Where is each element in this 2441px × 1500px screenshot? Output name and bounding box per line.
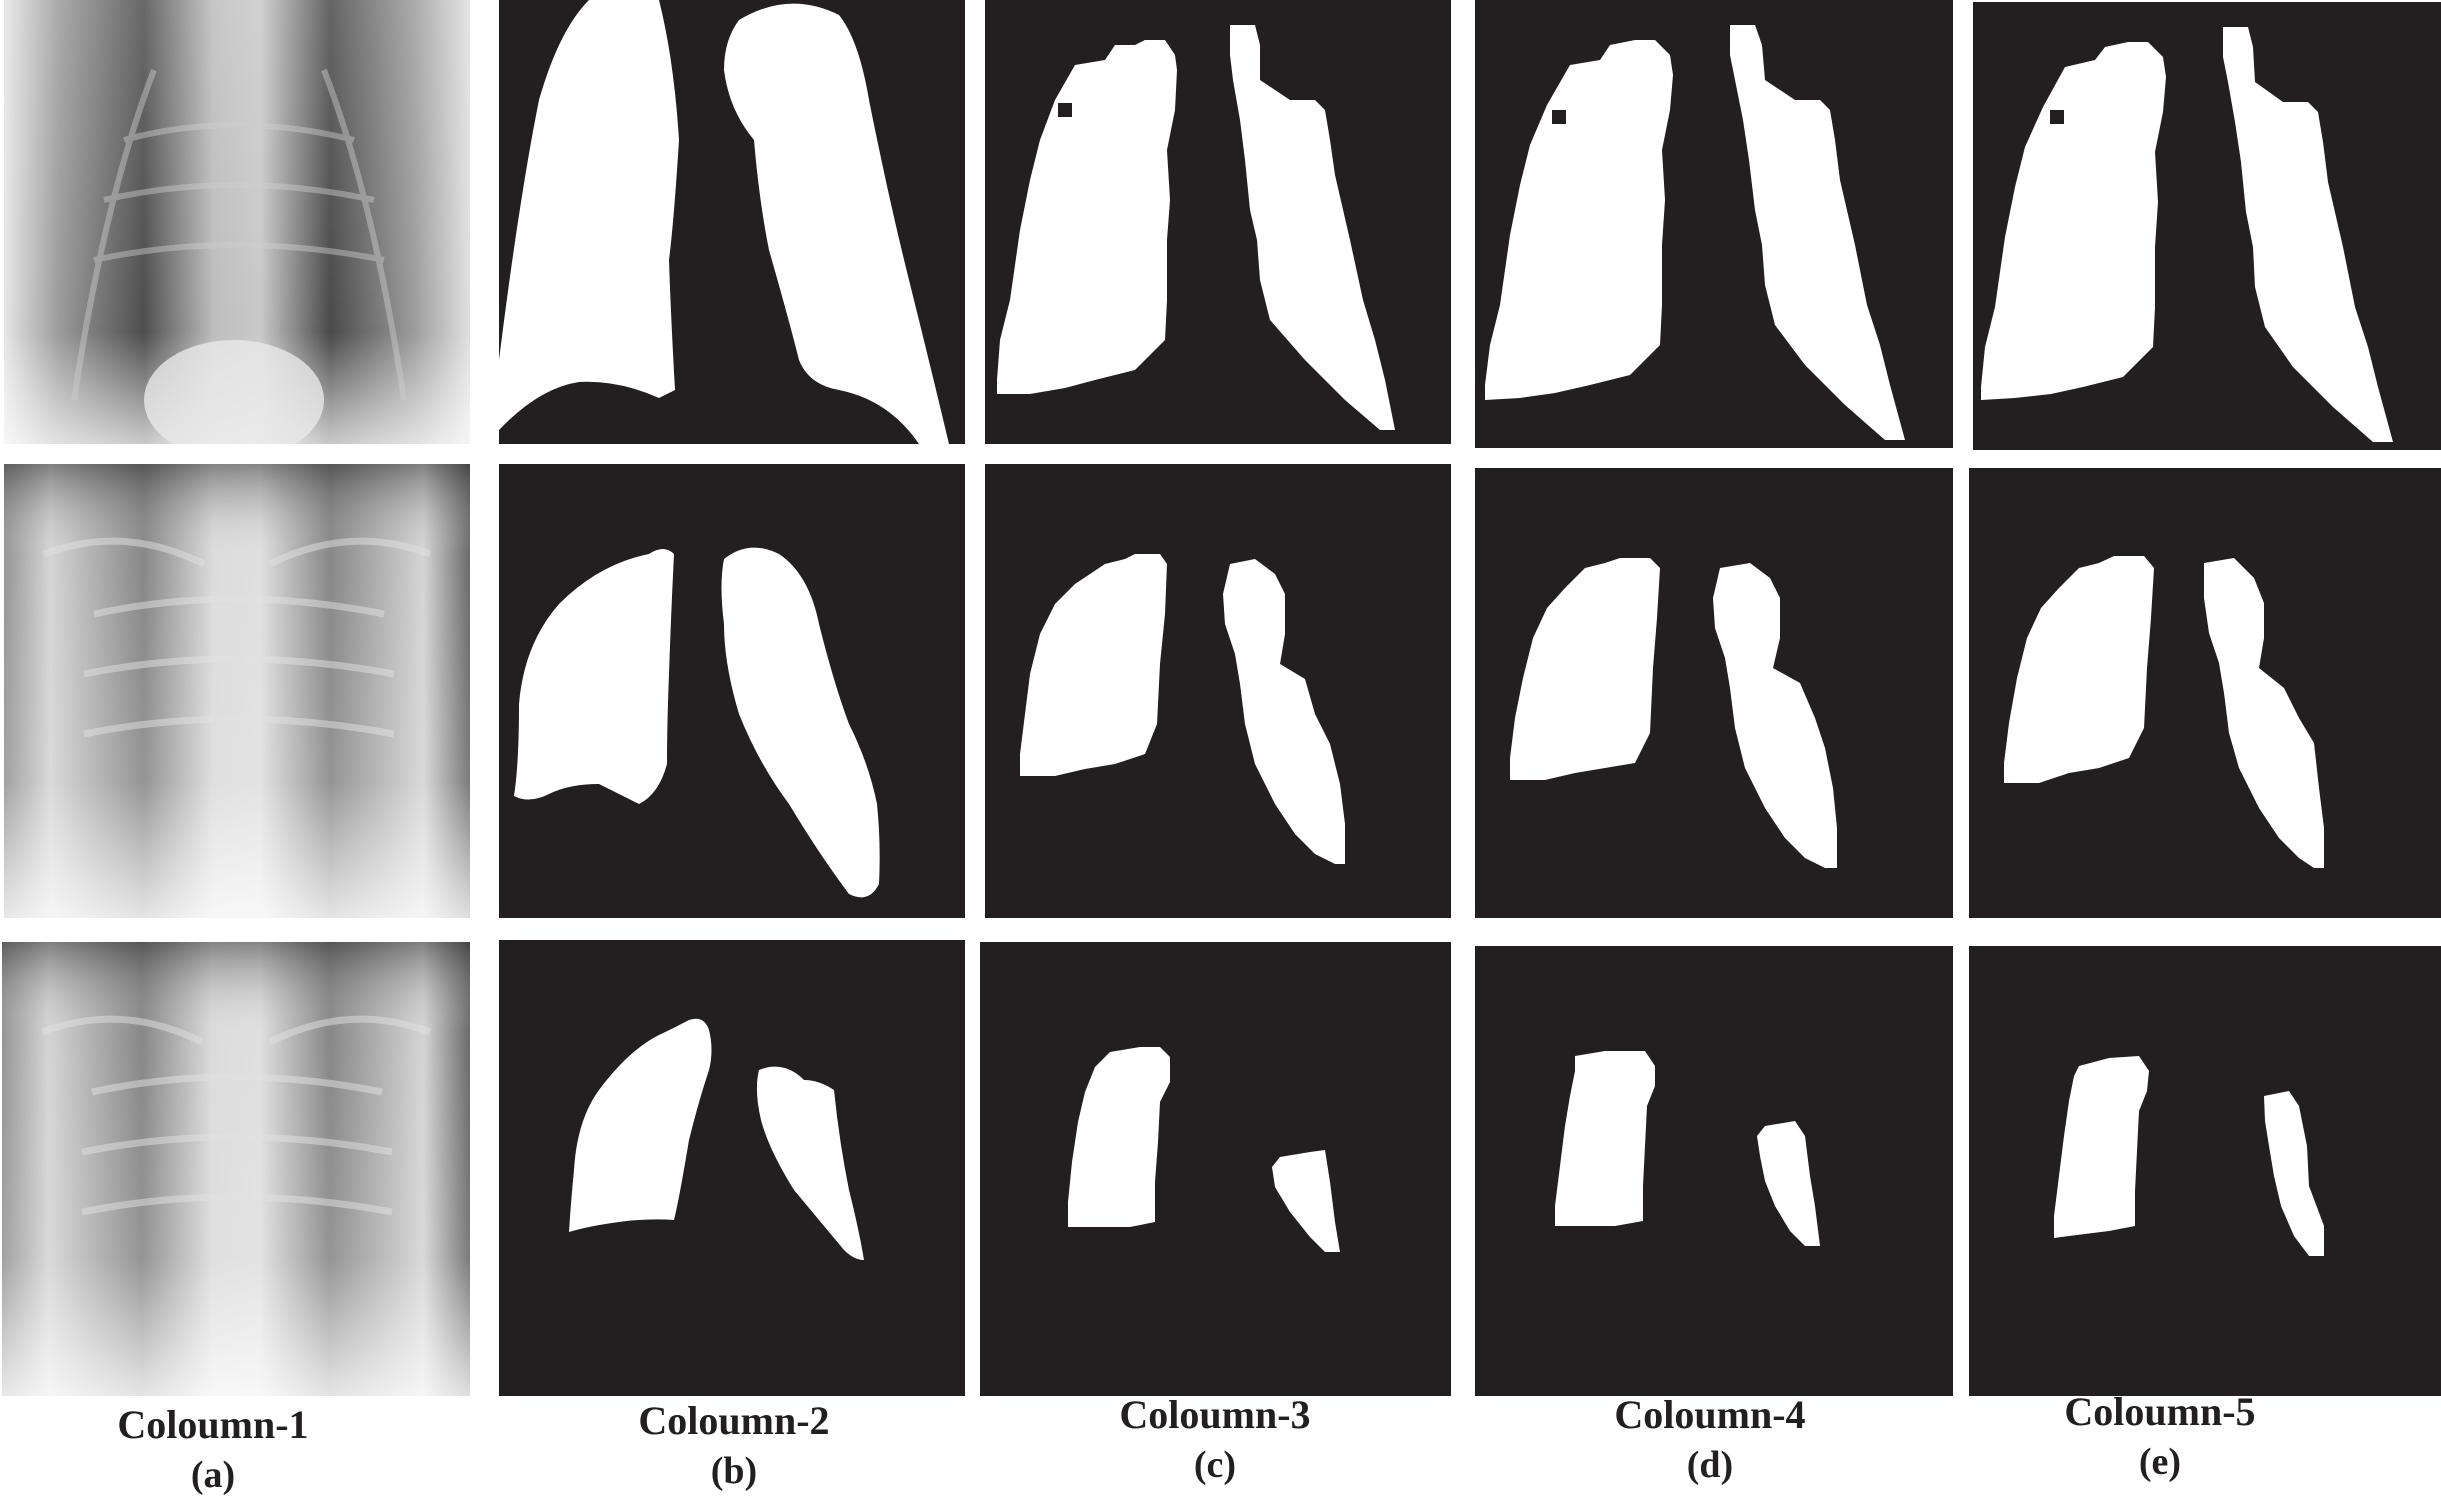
- xray-row-1: [4, 0, 470, 444]
- ground-truth-mask-row-1: [499, 0, 965, 444]
- predicted-mask-c-row-1: [985, 0, 1451, 444]
- predicted-mask-d-row-3: [1475, 946, 1953, 1396]
- column-title: Coloumn-1: [117, 1402, 309, 1447]
- lung-mask: [1020, 554, 1345, 864]
- panel-label: (a): [190, 1454, 236, 1496]
- lung-mask: [997, 25, 1395, 430]
- lung-mask: [1068, 1047, 1340, 1252]
- panel-label: (d): [1686, 1444, 1734, 1486]
- lung-mask: [514, 547, 880, 898]
- caption-column-4: Coloumn-4 (d): [1500, 1390, 1920, 1490]
- xray-row-3: [2, 942, 470, 1396]
- panel-label: (c): [1193, 1444, 1237, 1486]
- xray-row-2: [4, 464, 470, 918]
- chest-xray-image: [2, 942, 470, 1396]
- lung-mask: [1981, 27, 2393, 442]
- column-title: Coloumn-4: [1614, 1392, 1806, 1437]
- lung-mask: [1485, 25, 1905, 440]
- predicted-mask-e-row-3: [1969, 946, 2441, 1396]
- lung-mask: [569, 1018, 864, 1260]
- ground-truth-mask-row-3: [499, 940, 965, 1396]
- panel-label: (e): [2138, 1441, 2182, 1483]
- caption-column-5: Coloumn-5 (e): [1950, 1387, 2370, 1487]
- caption-column-3: Coloumn-3 (c): [1005, 1390, 1425, 1490]
- predicted-mask-d-row-1: [1475, 0, 1953, 448]
- predicted-mask-e-row-2: [1969, 468, 2441, 918]
- column-title: Coloumn-3: [1119, 1392, 1311, 1437]
- lung-mask: [1555, 1051, 1820, 1246]
- lung-mask: [1510, 558, 1837, 868]
- ground-truth-mask-row-2: [499, 464, 965, 918]
- caption-column-2: Coloumn-2 (b): [524, 1396, 944, 1496]
- predicted-mask-e-row-1: [1973, 2, 2441, 450]
- panel-label: (b): [710, 1450, 758, 1492]
- caption-column-1: Coloumn-1 (a): [3, 1400, 423, 1500]
- chest-xray-image: [4, 0, 470, 444]
- lung-mask: [2054, 1056, 2324, 1256]
- predicted-mask-d-row-2: [1475, 468, 1953, 918]
- column-title: Coloumn-2: [638, 1398, 830, 1443]
- chest-xray-image: [4, 464, 470, 918]
- predicted-mask-c-row-3: [980, 942, 1451, 1396]
- predicted-mask-c-row-2: [985, 464, 1451, 918]
- lung-mask: [499, 0, 949, 444]
- column-title: Coloumn-5: [2064, 1389, 2256, 1434]
- lung-mask: [2004, 556, 2324, 868]
